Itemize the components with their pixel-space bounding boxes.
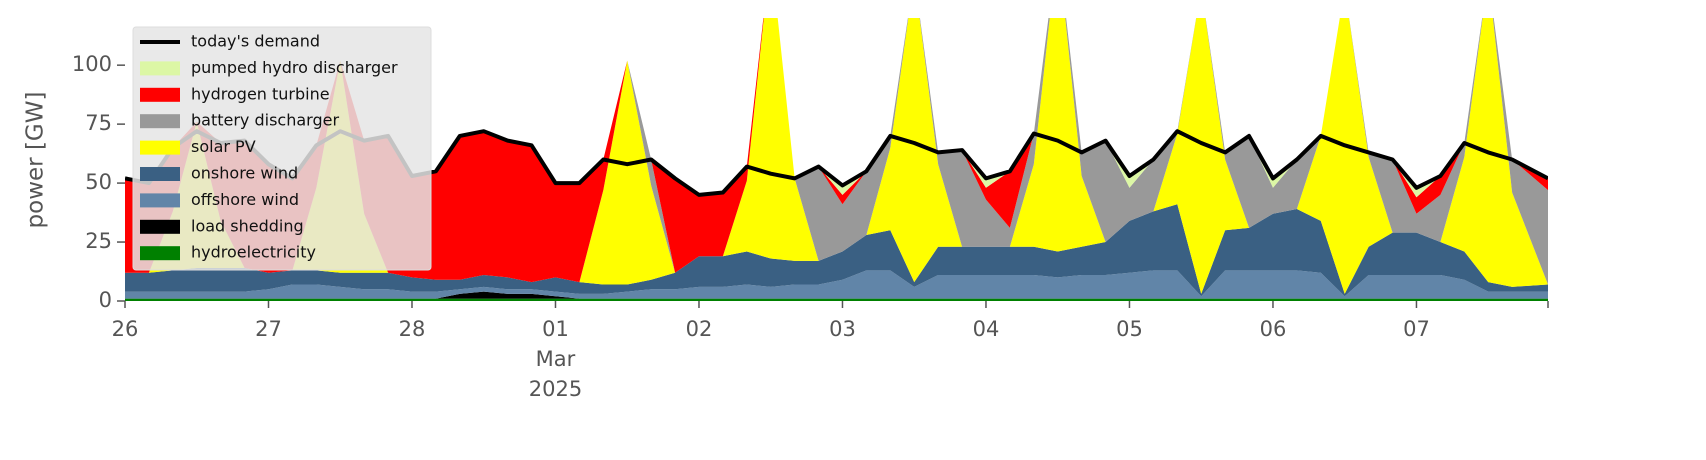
x-tick-label: 03 [829, 317, 856, 341]
legend-swatch [140, 246, 180, 261]
x-tick-label: 05 [1116, 317, 1143, 341]
legend-swatch [140, 193, 180, 208]
area [125, 291, 1548, 299]
legend-label: onshore wind [191, 164, 298, 183]
x-tick-label: 27 [255, 317, 282, 341]
y-tick-label: 0 [99, 288, 112, 312]
legend-swatch [140, 140, 180, 155]
legend-label: load shedding [191, 216, 304, 235]
legend-label: battery discharger [191, 111, 339, 130]
x-tick-label: 06 [1260, 317, 1287, 341]
legend-swatch [140, 219, 180, 234]
y-tick-label: 25 [85, 229, 112, 253]
y-axis-label: power [GW] [23, 92, 49, 229]
legend-label: pumped hydro discharger [191, 58, 398, 77]
area [125, 270, 1548, 299]
area [125, 298, 1548, 301]
area [125, 18, 1548, 285]
axes: 0 25 50 75 100 26 27 28 01 Mar 2025 02 03 04 05 06 07 [72, 52, 1549, 401]
legend-swatch [140, 167, 180, 181]
y-tick-label: 100 [72, 52, 112, 76]
legend-swatch [140, 114, 180, 129]
legend-label: hydrogen turbine [191, 84, 330, 103]
x-tick-label: 07 [1403, 317, 1430, 341]
legend: today's demand pumped hydro discharger hyd… [132, 26, 432, 271]
area [125, 18, 1548, 283]
legend-swatch [140, 61, 180, 76]
area [125, 18, 1548, 294]
legend-swatch [140, 87, 180, 102]
x-tick-label: 02 [686, 317, 713, 341]
x-tick-label: 01 Mar 2025 [529, 317, 582, 401]
y-tick-label: 50 [85, 170, 112, 194]
legend-label: offshore wind [191, 190, 299, 209]
area [125, 204, 1548, 297]
legend-label: today's demand [191, 32, 320, 51]
x-tick-label: 28 [399, 317, 426, 341]
area [125, 18, 1548, 198]
y-tick-label: 75 [85, 111, 112, 135]
x-tick-label: 26 [112, 317, 139, 341]
legend-box [132, 26, 432, 271]
legend-label: hydroelectricity [191, 243, 316, 262]
legend-label: solar PV [191, 137, 256, 156]
x-tick-label: 04 [973, 317, 1000, 341]
